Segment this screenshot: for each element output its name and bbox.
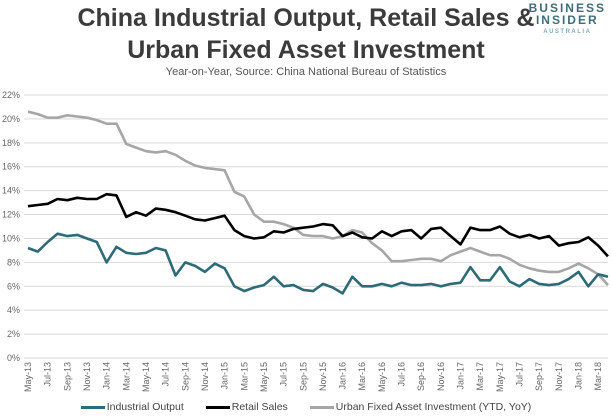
logo-line-3: AUSTRALIA xyxy=(543,29,592,35)
x-tick-label: May-13 xyxy=(23,362,33,392)
logo-line-2: INSIDER xyxy=(535,13,599,27)
x-tick-label: Jul-14 xyxy=(161,362,171,387)
x-tick-label: Mar-17 xyxy=(475,362,485,391)
x-tick-label: Mar-18 xyxy=(593,362,603,391)
x-tick-label: Sep-16 xyxy=(416,362,426,391)
x-tick-label: Jan-15 xyxy=(220,362,230,390)
title-line-2: Urban Fixed Asset Investment xyxy=(127,36,485,64)
x-tick-label: Nov-15 xyxy=(318,362,328,391)
x-tick-label: Nov-13 xyxy=(82,362,92,391)
chart-title: China Industrial Output, Retail Sales & … xyxy=(0,2,612,66)
x-tick-label: Sep-14 xyxy=(180,362,190,391)
x-tick-label: Mar-16 xyxy=(357,362,367,391)
x-tick-label: Jul-16 xyxy=(397,362,407,387)
y-tick-label: 8% xyxy=(7,257,20,267)
legend-label: Industrial Output xyxy=(106,401,184,413)
x-tick-label: Jan-16 xyxy=(338,362,348,390)
x-tick-label: Mar-15 xyxy=(239,362,249,391)
series-line-industrial-output xyxy=(27,232,609,295)
legend-swatch xyxy=(80,405,105,409)
legend-label: Retail Sales xyxy=(231,401,288,413)
chart-subtitle: Year-on-Year, Source: China National Bur… xyxy=(165,66,447,78)
legend-item-urban-fai: Urban Fixed Asset Investment (YTD, YoY) xyxy=(309,401,532,413)
x-tick-label: May-14 xyxy=(141,362,151,392)
x-tick-label: Nov-17 xyxy=(554,362,564,391)
x-tick-label: Sep-17 xyxy=(534,362,544,391)
series-line-urban-fixed-asset-investment-ytd-yoy- xyxy=(27,110,609,286)
x-tick-label: Sep-13 xyxy=(62,362,72,391)
line-chart: 0% 2% 4% 6% 8% 10% 12% 14% 16% 18% 20% 22% May-13 Jul… xyxy=(2,90,609,392)
chart-legend: Industrial Output Retail Sales Urban Fix… xyxy=(0,401,612,413)
legend-item-industrial-output: Industrial Output xyxy=(80,401,184,413)
y-tick-label: 14% xyxy=(2,186,20,196)
x-tick-label: Sep-15 xyxy=(298,362,308,391)
x-tick-label: Nov-16 xyxy=(436,362,446,391)
x-tick-label: Jul-17 xyxy=(515,362,525,387)
y-tick-label: 22% xyxy=(2,90,20,100)
x-tick-label: Jan-17 xyxy=(456,362,466,390)
y-tick-label: 6% xyxy=(7,281,20,291)
logo-line-1: BUSINESS xyxy=(528,1,606,15)
x-tick-label: May-15 xyxy=(259,362,269,392)
y-tick-label: 16% xyxy=(2,162,20,172)
legend-label: Urban Fixed Asset Investment (YTD, YoY) xyxy=(335,401,532,413)
y-tick-label: 2% xyxy=(7,329,20,339)
y-tick-label: 20% xyxy=(2,114,20,124)
series-line-retail-sales xyxy=(27,192,609,258)
x-tick-label: May-17 xyxy=(495,362,505,392)
y-tick-label: 18% xyxy=(2,138,20,148)
business-insider-logo: BUSINESS INSIDER AUSTRALIA xyxy=(529,2,606,38)
x-tick-label: Jan-18 xyxy=(574,362,584,390)
legend-swatch xyxy=(309,405,334,409)
x-tick-label: Jul-13 xyxy=(43,362,53,387)
x-tick-label: Jul-15 xyxy=(279,362,289,387)
y-tick-label: 4% xyxy=(7,305,20,315)
x-tick-label: Jan-14 xyxy=(102,362,112,390)
legend-swatch xyxy=(205,405,230,409)
y-tick-label: 0% xyxy=(7,353,20,363)
x-tick-label: May-16 xyxy=(377,362,387,392)
x-tick-label: Nov-14 xyxy=(200,362,210,391)
y-tick-label: 12% xyxy=(2,210,20,220)
y-tick-label: 10% xyxy=(2,233,20,243)
legend-item-retail-sales: Retail Sales xyxy=(205,401,288,413)
x-tick-label: Mar-14 xyxy=(121,362,131,391)
title-line-1: China Industrial Output, Retail Sales & xyxy=(77,4,535,32)
